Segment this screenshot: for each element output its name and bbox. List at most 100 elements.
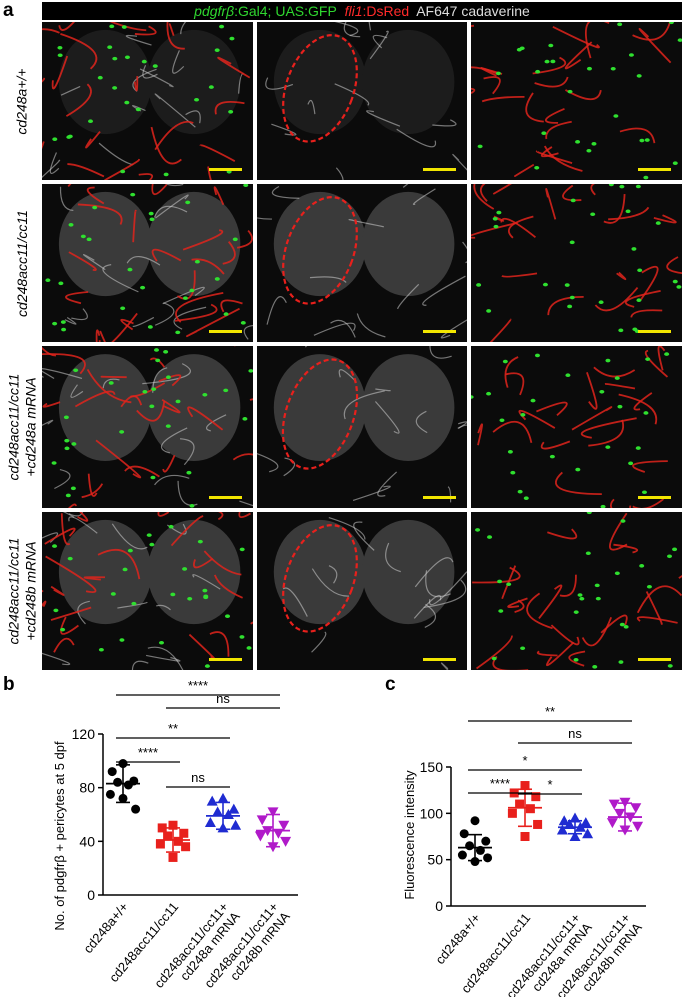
- pericyte: [655, 221, 661, 225]
- vessel: [586, 372, 598, 410]
- pericyte: [187, 596, 193, 601]
- row-4-line1: cd248acc11/cc11: [5, 537, 22, 645]
- pericyte: [605, 358, 611, 363]
- pericyte: [214, 48, 220, 52]
- pericyte: [619, 622, 625, 627]
- pericyte: [194, 97, 200, 102]
- vessel: [639, 265, 659, 301]
- cadaverine-signal: [385, 542, 401, 573]
- pericyte: [475, 528, 481, 532]
- row-3-line2: +cd248a mRNA: [22, 377, 39, 477]
- vessel: [162, 454, 176, 473]
- pericyte: [163, 172, 169, 177]
- significance-label: *: [547, 777, 552, 792]
- data-point: [608, 799, 620, 810]
- cadaverine-signal: [192, 574, 221, 590]
- cadaverine-signal: [64, 317, 77, 325]
- vessel: [214, 100, 245, 115]
- vessel: [42, 600, 47, 608]
- cadaverine-signal: [309, 276, 347, 283]
- vessel: [514, 163, 535, 177]
- scale-bar: [423, 658, 456, 661]
- pericyte: [70, 486, 76, 491]
- vessel: [175, 292, 224, 323]
- vessel: [489, 318, 512, 342]
- pericyte: [131, 601, 137, 606]
- pericyte: [476, 283, 482, 287]
- pericyte: [57, 53, 63, 58]
- cadaverine-signal: [147, 646, 184, 670]
- pericyte: [63, 415, 69, 420]
- pericyte: [628, 53, 634, 57]
- scale-bar: [638, 168, 671, 171]
- cadaverine-signal: [334, 83, 370, 106]
- micrograph-image: [471, 346, 671, 508]
- pericyte: [548, 43, 554, 48]
- tectum-outline: [282, 196, 358, 305]
- pericyte: [52, 544, 58, 548]
- cadaverine-signal: [311, 631, 327, 653]
- vessel: [97, 549, 141, 580]
- data-point: [556, 824, 568, 835]
- pericyte: [45, 278, 51, 283]
- pericyte: [239, 635, 245, 639]
- pericyte: [590, 212, 596, 217]
- vessel: [213, 574, 243, 599]
- vessel: [584, 22, 610, 59]
- vessel: [545, 107, 565, 124]
- vessel: [217, 512, 224, 521]
- tectum-lobe: [58, 519, 152, 625]
- vessel: [74, 390, 116, 408]
- vessel: [58, 22, 75, 31]
- pericyte: [520, 646, 526, 651]
- data-point: [168, 820, 178, 830]
- pericyte: [98, 647, 104, 652]
- vessel: [42, 346, 56, 357]
- cadaverine-signal: [62, 512, 75, 518]
- data-point: [212, 806, 224, 817]
- pericyte: [142, 390, 148, 394]
- cadaverine-signal: [68, 512, 84, 517]
- vessel: [42, 401, 61, 408]
- pericyte: [586, 66, 592, 71]
- scale-bar: [423, 330, 456, 333]
- pericyte: [595, 596, 601, 601]
- vessel: [543, 145, 583, 172]
- pericyte: [67, 556, 73, 561]
- scale-bar: [638, 330, 671, 333]
- vessel: [594, 286, 639, 312]
- vessel: [507, 597, 528, 609]
- pericyte: [58, 281, 64, 286]
- scale-bar: [423, 496, 456, 499]
- cadaverine-signal: [377, 471, 398, 497]
- pericyte: [600, 504, 606, 508]
- pericyte: [175, 330, 181, 335]
- data-point: [520, 832, 530, 841]
- pericyte: [182, 296, 188, 300]
- cadaverine-signal: [440, 662, 449, 670]
- pericyte: [92, 205, 98, 210]
- data-point: [217, 792, 229, 803]
- data-point: [272, 828, 284, 839]
- cadaverine-signal: [243, 325, 253, 340]
- data-point: [580, 817, 592, 828]
- pericyte: [569, 295, 575, 300]
- pericyte: [240, 321, 246, 325]
- pericyte: [61, 327, 67, 332]
- tectum-lobe: [362, 29, 455, 135]
- vessel: [476, 635, 513, 670]
- cadaverine-signal: [440, 319, 467, 339]
- data-point: [582, 828, 594, 839]
- data-point: [614, 808, 626, 819]
- micrograph-image: [45, 184, 253, 342]
- y-tick-label: 100: [420, 805, 444, 821]
- tectum-outline: [282, 524, 358, 633]
- cadaverine-signal: [423, 579, 467, 609]
- vessel: [68, 503, 77, 508]
- pericyte: [141, 59, 147, 64]
- data-point: [457, 850, 467, 860]
- pericyte: [110, 592, 116, 596]
- pericyte: [152, 64, 158, 68]
- cadaverine-signal: [180, 22, 187, 35]
- y-tick-label: 80: [79, 780, 95, 796]
